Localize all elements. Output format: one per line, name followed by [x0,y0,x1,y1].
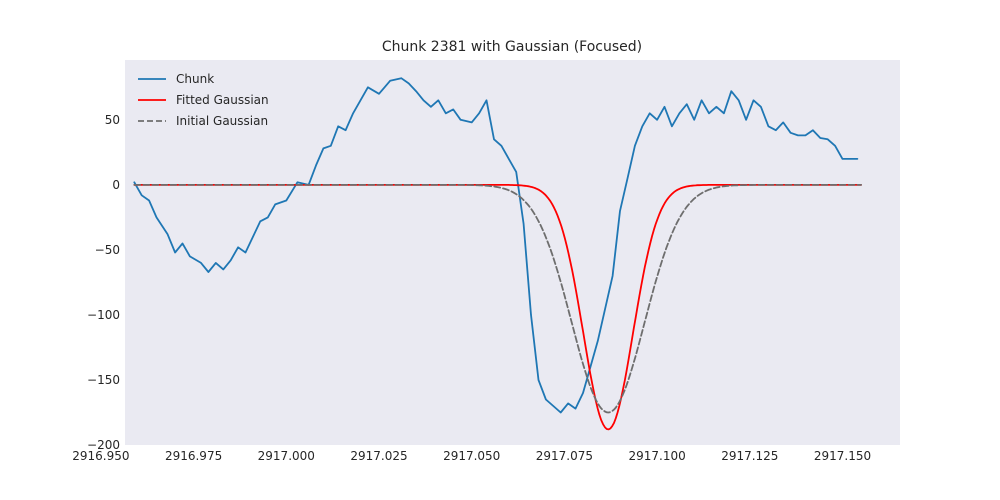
x-tick-label: 2917.025 [350,449,407,463]
series-line-chunk [133,77,859,414]
legend: Chunk Fitted Gaussian Initial Gaussian [138,72,269,128]
x-axis: 2916.950 2916.975 2917.000 2917.025 2917.050… [72,449,871,463]
legend-label: Fitted Gaussian [176,93,269,107]
y-tick-label: −150 [87,373,120,387]
series-layer [133,77,862,431]
x-tick-label: 2917.000 [258,449,315,463]
y-tick-label: 0 [112,178,120,192]
x-tick-label: 2916.950 [72,449,129,463]
plot-area [125,60,900,445]
y-tick-label: 50 [105,113,120,127]
y-tick-label: −200 [87,438,120,452]
y-axis: 50 0 −50 −100 −150 −200 [87,113,120,452]
x-tick-label: 2917.150 [814,449,871,463]
x-tick-label: 2917.100 [628,449,685,463]
x-tick-label: 2917.075 [536,449,593,463]
chart-title: Chunk 2381 with Gaussian (Focused) [382,39,642,55]
y-tick-label: −100 [87,308,120,322]
legend-label: Initial Gaussian [176,114,268,128]
legend-label: Chunk [176,72,214,86]
y-tick-label: −50 [95,243,120,257]
x-tick-label: 2917.125 [721,449,778,463]
x-tick-label: 2916.975 [165,449,222,463]
x-tick-label: 2917.050 [443,449,500,463]
series-line-initial-gaussian [133,184,862,414]
